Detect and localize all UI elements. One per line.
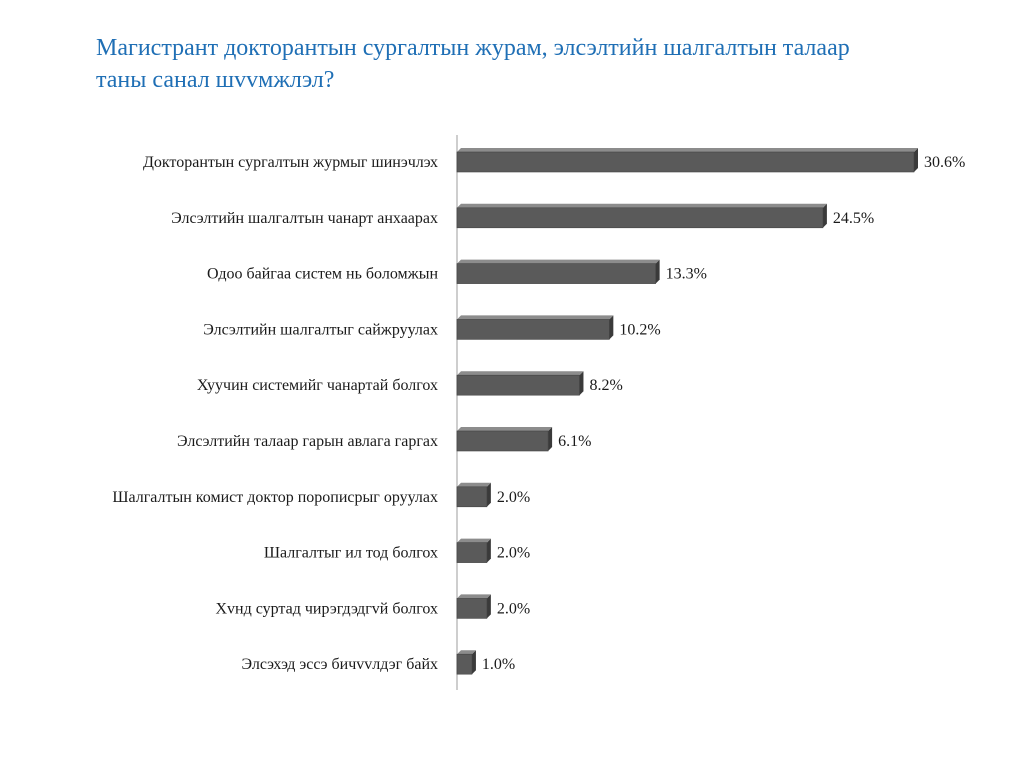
bar-side	[914, 148, 918, 172]
data-label: 10.2%	[619, 321, 660, 338]
category-label: Хуучин системийг чанартай болгох	[197, 377, 438, 394]
bar-top	[457, 315, 614, 320]
data-label: 2.0%	[497, 600, 530, 617]
data-label: 8.2%	[589, 377, 622, 394]
bar-side	[655, 259, 660, 284]
bar	[456, 542, 488, 563]
bar-side	[609, 315, 614, 340]
bar	[456, 486, 488, 508]
category-label: Элсэлтийн шалгалтыг сайжруулах	[203, 321, 438, 338]
bar	[456, 430, 549, 452]
bar-side	[471, 650, 476, 675]
slide-title: Магистрант докторантын сургалтын журам, …	[96, 32, 936, 96]
bar-side	[579, 371, 584, 396]
bar	[456, 319, 610, 340]
category-label: Элсэлтийн талаар гарын авлага гаргах	[177, 433, 438, 450]
bar-top	[457, 594, 491, 599]
bar	[456, 263, 656, 284]
bars-group: Докторантын сургалтын журмыг шинэчлэх 30.…	[112, 148, 965, 675]
bar-side	[548, 427, 553, 451]
bar-top	[457, 482, 491, 487]
bar	[456, 653, 473, 675]
data-label: 13.3%	[666, 266, 707, 283]
bar-top	[457, 538, 491, 543]
data-label: 24.5%	[833, 210, 874, 227]
slide-title-line-2: таны санал шvvмжлэл?	[96, 67, 335, 93]
category-label: Элсэлтийн шалгалтын чанарт анхаарах	[171, 210, 438, 227]
data-label: 30.6%	[924, 154, 965, 171]
category-label: Шалгалтын комист доктор порописрыг оруул…	[112, 489, 438, 506]
bar-top	[457, 427, 553, 431]
data-label: 6.1%	[558, 433, 591, 450]
bar-top	[457, 148, 918, 152]
category-label: Элсэхэд эссэ бичvvлдэг байх	[242, 656, 438, 673]
bar-top	[457, 259, 660, 264]
bar	[456, 598, 488, 619]
bar	[456, 374, 580, 396]
category-label: Одоо байгаа систем нь боломжын	[207, 266, 438, 283]
bar-side	[486, 538, 491, 563]
bar-top	[457, 371, 584, 376]
bar-top	[457, 650, 476, 655]
category-label: Докторантын сургалтын журмыг шинэчлэх	[143, 154, 438, 171]
bar-side	[822, 203, 827, 228]
data-label: 1.0%	[482, 656, 515, 673]
slide-title-line-1: Магистрант докторантын сургалтын журам, …	[96, 35, 850, 61]
category-label: Хvнд суртад чирэгдэдгvй болгох	[215, 600, 438, 617]
bar	[456, 207, 824, 229]
bar-side	[486, 594, 491, 619]
data-label: 2.0%	[497, 489, 530, 506]
category-label: Шалгалтыг ил тод болгох	[264, 545, 438, 562]
bar-side	[486, 482, 491, 507]
data-label: 2.0%	[497, 545, 530, 562]
bar-top	[457, 203, 827, 208]
bar	[456, 151, 915, 173]
